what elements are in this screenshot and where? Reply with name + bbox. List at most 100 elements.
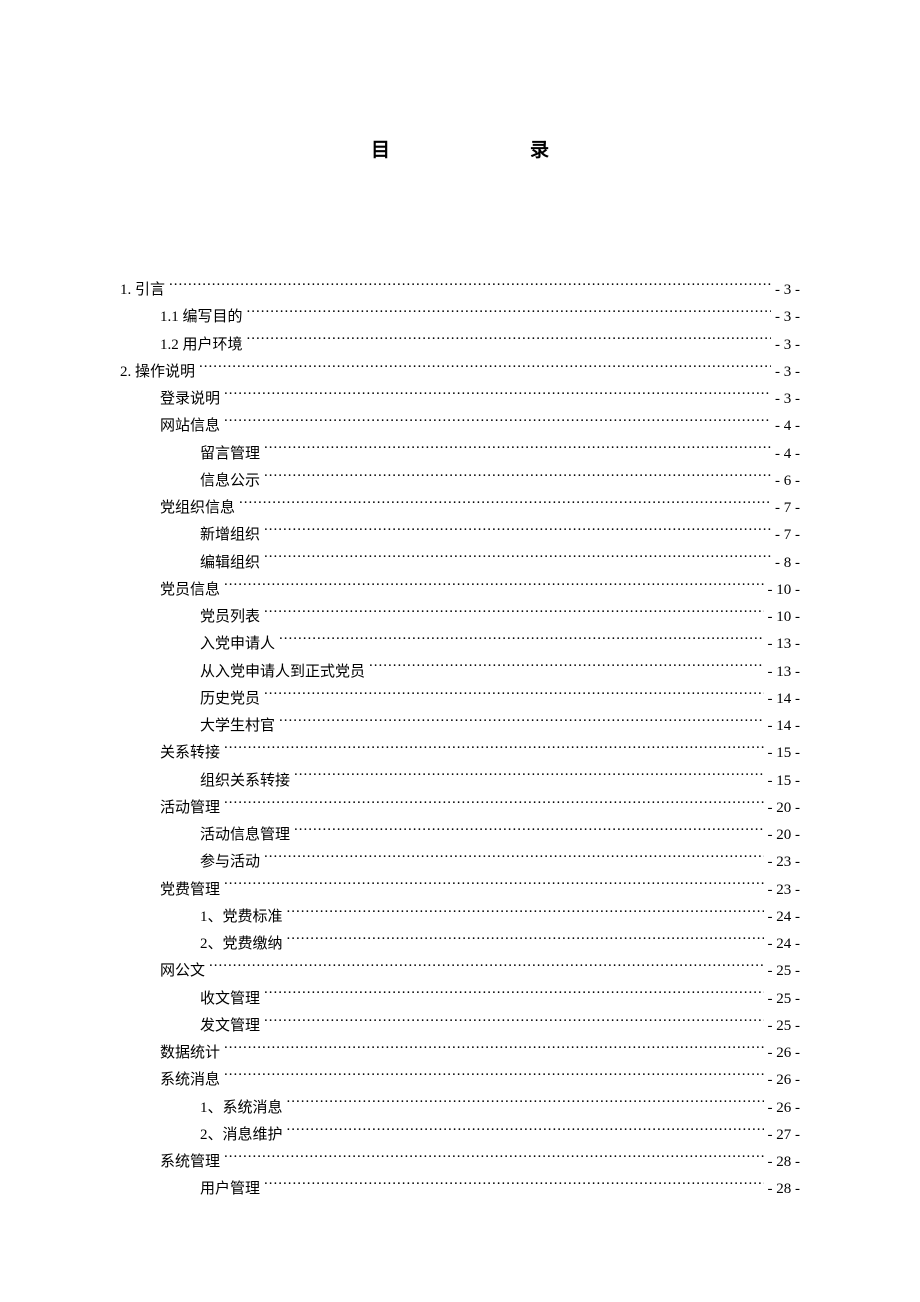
toc-leader-dots	[279, 715, 763, 730]
toc-entry[interactable]: 新增组织 - 7 -	[120, 522, 800, 548]
toc-entry-page: - 8 -	[771, 550, 800, 576]
toc-leader-dots	[224, 1042, 763, 1057]
toc-entry[interactable]: 2. 操作说明- 3 -	[120, 359, 800, 385]
toc-entry-label: 党费管理	[160, 877, 224, 903]
toc-entry-page: - 20 -	[764, 795, 801, 821]
toc-entry-page: - 13 -	[764, 631, 801, 657]
toc-entry[interactable]: 编辑组织 - 8 -	[120, 550, 800, 576]
toc-entry[interactable]: 1、党费标准- 24 -	[120, 904, 800, 930]
toc-entry-label: 编辑组织	[200, 550, 264, 576]
toc-leader-dots	[239, 497, 771, 512]
toc-entry-label: 留言管理	[200, 441, 264, 467]
toc-leader-dots	[224, 797, 763, 812]
toc-entry[interactable]: 2、消息维护 - 27 -	[120, 1122, 800, 1148]
toc-leader-dots	[199, 361, 771, 376]
toc-entry[interactable]: 1.1 编写目的- 3 -	[120, 304, 800, 330]
toc-entry[interactable]: 入党申请人- 13 -	[120, 631, 800, 657]
toc-entry-page: - 24 -	[764, 931, 801, 957]
toc-entry-label: 2. 操作说明	[120, 359, 199, 385]
toc-entry-label: 收文管理	[200, 986, 264, 1012]
toc-entry-label: 网站信息	[160, 413, 224, 439]
toc-entry[interactable]: 组织关系转接 - 15 -	[120, 768, 800, 794]
toc-entry-label: 网公文	[160, 958, 209, 984]
toc-container: 1. 引言- 3 -1.1 编写目的- 3 -1.2 用户环境- 3 -2. 操…	[120, 277, 800, 1203]
toc-entry-page: - 26 -	[764, 1067, 801, 1093]
toc-entry[interactable]: 信息公示- 6 -	[120, 468, 800, 494]
toc-entry-label: 从入党申请人到正式党员	[200, 659, 369, 685]
toc-entry[interactable]: 党员信息 - 10 -	[120, 577, 800, 603]
toc-entry[interactable]: 用户管理- 28 -	[120, 1176, 800, 1202]
toc-leader-dots	[287, 933, 764, 948]
toc-entry-label: 1.2 用户环境	[160, 332, 247, 358]
toc-entry-label: 1、党费标准	[200, 904, 287, 930]
toc-leader-dots	[369, 661, 763, 676]
toc-entry-label: 党组织信息	[160, 495, 239, 521]
toc-entry-page: - 7 -	[771, 522, 800, 548]
toc-entry[interactable]: 参与活动- 23 -	[120, 849, 800, 875]
toc-entry[interactable]: 党费管理 - 23 -	[120, 877, 800, 903]
toc-leader-dots	[294, 770, 763, 785]
toc-leader-dots	[224, 579, 763, 594]
toc-entry-page: - 15 -	[764, 740, 801, 766]
toc-entry[interactable]: 党员列表- 10 -	[120, 604, 800, 630]
toc-entry-label: 活动管理	[160, 795, 224, 821]
toc-entry[interactable]: 活动信息管理- 20 -	[120, 822, 800, 848]
toc-leader-dots	[264, 552, 771, 567]
toc-entry-label: 新增组织	[200, 522, 264, 548]
toc-entry-page: - 25 -	[764, 1013, 801, 1039]
toc-entry-label: 组织关系转接	[200, 768, 294, 794]
toc-entry[interactable]: 1.2 用户环境 - 3 -	[120, 332, 800, 358]
title-char-2: 录	[530, 135, 549, 162]
toc-entry[interactable]: 登录说明- 3 -	[120, 386, 800, 412]
toc-entry-page: - 15 -	[764, 768, 801, 794]
toc-entry-label: 2、消息维护	[200, 1122, 287, 1148]
toc-leader-dots	[224, 415, 771, 430]
toc-entry-page: - 14 -	[764, 686, 801, 712]
toc-entry[interactable]: 数据统计- 26 -	[120, 1040, 800, 1066]
toc-entry-label: 1. 引言	[120, 277, 169, 303]
toc-entry-label: 用户管理	[200, 1176, 264, 1202]
toc-entry[interactable]: 历史党员 - 14 -	[120, 686, 800, 712]
toc-leader-dots	[209, 960, 763, 975]
toc-entry[interactable]: 大学生村官 - 14 -	[120, 713, 800, 739]
toc-entry[interactable]: 系统管理- 28 -	[120, 1149, 800, 1175]
toc-entry[interactable]: 收文管理- 25 -	[120, 986, 800, 1012]
toc-leader-dots	[247, 334, 771, 349]
toc-entry[interactable]: 发文管理- 25 -	[120, 1013, 800, 1039]
toc-entry[interactable]: 活动管理 - 20 -	[120, 795, 800, 821]
toc-entry[interactable]: 1、系统消息- 26 -	[120, 1095, 800, 1121]
toc-entry[interactable]: 1. 引言 - 3 -	[120, 277, 800, 303]
toc-entry-label: 历史党员	[200, 686, 264, 712]
toc-entry[interactable]: 党组织信息- 7 -	[120, 495, 800, 521]
toc-entry[interactable]: 2、党费缴纳- 24 -	[120, 931, 800, 957]
toc-leader-dots	[224, 1069, 763, 1084]
toc-entry-label: 大学生村官	[200, 713, 279, 739]
toc-entry-page: - 23 -	[764, 849, 801, 875]
toc-leader-dots	[247, 306, 771, 321]
toc-entry[interactable]: 留言管理- 4 -	[120, 441, 800, 467]
toc-entry-page: - 3 -	[771, 332, 800, 358]
toc-entry-page: - 10 -	[764, 577, 801, 603]
toc-leader-dots	[224, 1151, 763, 1166]
toc-entry-page: - 23 -	[764, 877, 801, 903]
toc-entry[interactable]: 从入党申请人到正式党员- 13 -	[120, 659, 800, 685]
toc-leader-dots	[264, 1015, 763, 1030]
toc-leader-dots	[264, 988, 763, 1003]
toc-entry[interactable]: 系统消息- 26 -	[120, 1067, 800, 1093]
toc-entry[interactable]: 关系转接 - 15 -	[120, 740, 800, 766]
toc-title: 目 录	[120, 135, 800, 162]
toc-entry[interactable]: 网站信息- 4 -	[120, 413, 800, 439]
toc-entry-label: 党员信息	[160, 577, 224, 603]
toc-leader-dots	[287, 906, 764, 921]
toc-entry-page: - 27 -	[764, 1122, 801, 1148]
toc-entry-label: 活动信息管理	[200, 822, 294, 848]
toc-entry[interactable]: 网公文- 25 -	[120, 958, 800, 984]
toc-leader-dots	[224, 742, 763, 757]
toc-entry-label: 关系转接	[160, 740, 224, 766]
toc-leader-dots	[294, 824, 763, 839]
toc-entry-page: - 10 -	[764, 604, 801, 630]
toc-entry-label: 登录说明	[160, 386, 224, 412]
toc-entry-page: - 14 -	[764, 713, 801, 739]
title-char-1: 目	[371, 135, 390, 162]
toc-entry-page: - 3 -	[771, 277, 800, 303]
